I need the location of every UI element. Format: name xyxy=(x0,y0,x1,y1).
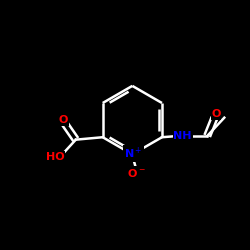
Text: O$^-$: O$^-$ xyxy=(127,167,145,179)
Text: O: O xyxy=(211,109,220,119)
Text: HO: HO xyxy=(46,152,64,162)
Text: O: O xyxy=(59,115,68,125)
Text: N$^+$: N$^+$ xyxy=(124,146,143,161)
Text: NH: NH xyxy=(174,131,192,141)
